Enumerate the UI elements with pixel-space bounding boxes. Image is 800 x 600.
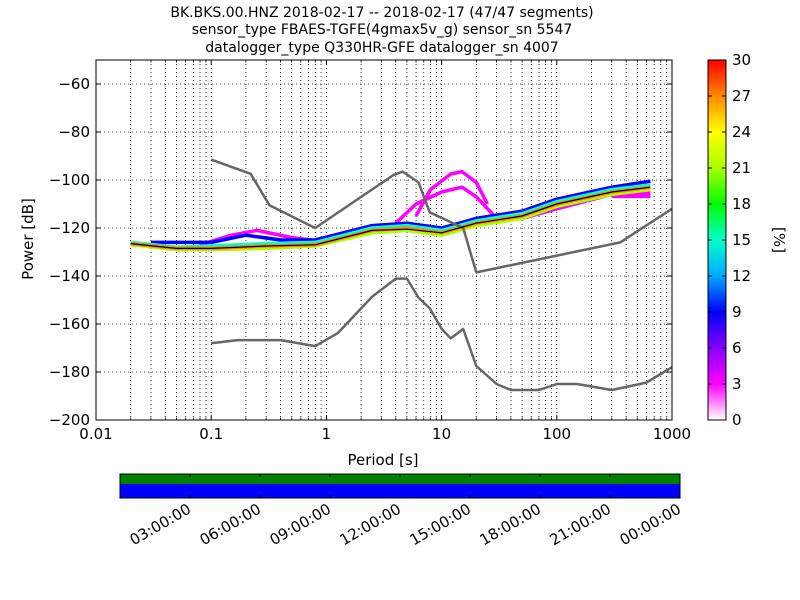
- colorbar-tick-label: 3: [732, 375, 742, 393]
- density-band: [151, 179, 651, 245]
- x-tick-label: 0.1: [199, 425, 223, 443]
- timeline-label: 06:00:00: [197, 500, 264, 549]
- title-line-2: sensor_type FBAES-TGFE(4gmax5v_g) sensor…: [192, 22, 573, 38]
- colorbar: 0 3 6 9 12 15 18 21 24 27 30: [707, 51, 751, 429]
- x-tick-label: 0.01: [79, 425, 112, 443]
- timeline-label: 00:00:00: [617, 500, 684, 549]
- y-tick-label: −180: [49, 363, 90, 381]
- timeline-top-bar: [120, 474, 680, 484]
- x-tick-label: 1: [322, 425, 332, 443]
- x-tick-label: 1000: [653, 425, 691, 443]
- mode-line-group: [130, 186, 651, 249]
- plot-area: [96, 60, 672, 420]
- high-noise-model-line: [210, 158, 673, 274]
- timeline-label: 12:00:00: [337, 500, 404, 549]
- colorbar-tick-label: 24: [732, 123, 751, 141]
- colorbar-tick-label: 27: [732, 87, 751, 105]
- plot-frame: [95, 59, 673, 421]
- x-axis-label: Period [s]: [347, 451, 418, 469]
- x-tick-label: 100: [542, 425, 571, 443]
- x-tick-label: 10: [432, 425, 451, 443]
- colorbar-tick-label: 12: [732, 267, 751, 285]
- colorbar-tick-label: 0: [732, 411, 742, 429]
- y-tick-label: −140: [49, 267, 90, 285]
- density-band: [414, 169, 489, 217]
- timeline-label: 09:00:00: [267, 500, 334, 549]
- noise-models: [210, 158, 673, 392]
- colorbar-tick-label: 9: [732, 303, 742, 321]
- mode-line: [130, 186, 651, 249]
- chart-title: BK.BKS.00.HNZ 2018-02-17 -- 2018-02-17 (…: [170, 5, 593, 56]
- y-tick-label: −80: [58, 123, 90, 141]
- colorbar-tick-label: 15: [732, 231, 751, 249]
- colorbar-tick-label: 30: [732, 51, 751, 69]
- y-axis-label: Power [dB]: [19, 198, 37, 280]
- colorbar-tick-label: 6: [732, 339, 742, 357]
- density-band: [394, 185, 498, 225]
- plot-background: [96, 60, 672, 420]
- timeline-label: 15:00:00: [407, 500, 474, 549]
- timeline-label: 03:00:00: [127, 500, 194, 549]
- colorbar-tick-label: 21: [732, 159, 751, 177]
- density-band: [130, 183, 651, 249]
- y-tick-label: −200: [49, 411, 90, 429]
- plot-axes: 0.01 0.1 1 10 100 1000 −200 −180 −160 −140 −120 −10…: [49, 59, 691, 443]
- y-tick-label: −160: [49, 315, 90, 333]
- y-tick-label: −100: [49, 171, 90, 189]
- timeline-label: 21:00:00: [547, 500, 614, 549]
- timeline-bottom-bar: [120, 484, 680, 498]
- timeline-label: 18:00:00: [477, 500, 544, 549]
- colorbar-label: [%]: [770, 227, 788, 253]
- title-line-1: BK.BKS.00.HNZ 2018-02-17 -- 2018-02-17 (…: [170, 5, 593, 21]
- y-tick-label: −120: [49, 219, 90, 237]
- low-noise-model-line: [211, 277, 673, 392]
- title-line-3: datalogger_type Q330HR-GFE datalogger_sn…: [205, 40, 558, 56]
- colorbar-tick-label: 18: [732, 195, 751, 213]
- data-availability-timeline: 03:00:00 06:00:00 09:00:00 12:00:00 15:00:00…: [119, 473, 684, 549]
- y-tick-label: −60: [58, 75, 90, 93]
